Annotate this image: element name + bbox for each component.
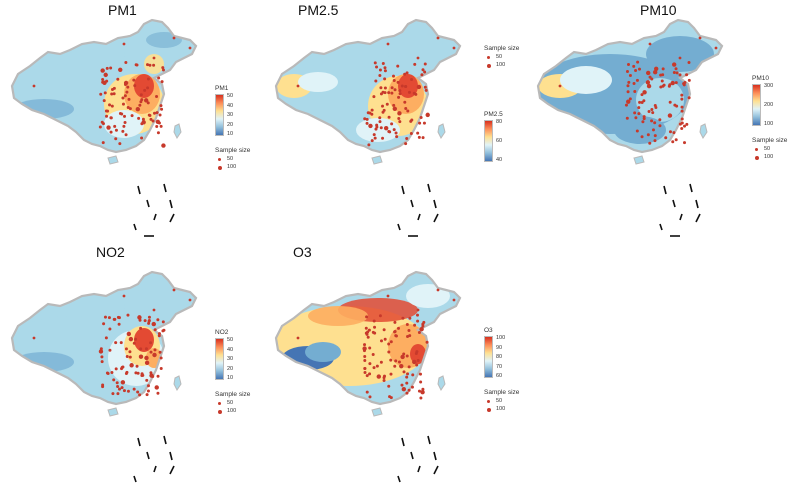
sample-size-dot [755,156,759,160]
legend-tick: 50 [227,93,234,99]
panel-pm25: PM2.5 [265,0,525,240]
sample-size-dot [487,56,490,59]
legend-tick: 20 [227,365,234,372]
panel-pm10: PM10 [528,0,790,240]
legend-tick: 80 [496,119,503,125]
sample-size-title: Sample size [215,147,251,154]
legend-tick: 10 [227,375,234,381]
legend-tick: 100 [496,335,506,341]
legend-tick: 90 [496,344,503,351]
sample-size-label: 50 [496,54,503,60]
sample-size-label: 100 [764,154,774,160]
color-bar [752,84,761,126]
sample-size-dot [218,158,221,161]
sample-size-dot [487,400,490,403]
panel-no2: NO2 [0,242,260,483]
sample-size-dot [487,64,491,68]
sample-size-label: 50 [227,156,234,162]
legend-tick: 30 [227,356,234,362]
sample-size-dot [218,166,222,170]
legend-title: PM1 [215,85,229,92]
legend-tick: 60 [496,373,503,379]
sample-size-title: Sample size [215,391,251,398]
legend-tick: 300 [764,83,774,89]
legend-tick: 50 [227,337,234,343]
panel-title: NO2 [96,244,125,260]
legend-title: NO2 [215,329,229,336]
legend-tick: 200 [764,102,774,108]
sample-size-label: 100 [227,164,237,170]
sample-size-label: 100 [496,406,506,412]
sample-size-title: Sample size [752,137,788,144]
legend-tick: 100 [764,121,774,127]
legend-tick: 40 [227,102,234,109]
legend-tick: 70 [496,363,503,370]
panel-title: PM2.5 [298,2,339,18]
sample-size-label: 50 [496,398,503,404]
sample-size-label: 100 [496,62,506,68]
sample-size-dot [218,410,222,414]
legend-tick: 20 [227,121,234,128]
panel-title: PM10 [640,2,677,18]
sample-size-title: Sample size [484,45,520,52]
panel-title: O3 [293,244,312,260]
color-bar [484,336,493,378]
panel-pm1: PM1 [0,0,260,240]
legend-tick: 10 [227,131,234,137]
sample-size-label: 100 [227,408,237,414]
sample-size-dot [218,402,221,405]
legend-tick: 80 [496,354,503,360]
sample-size-title: Sample size [484,389,520,396]
panel-title: PM1 [108,2,137,18]
legend-title: PM2.5 [484,111,503,118]
legend-title: PM10 [752,75,769,82]
legend-tick: 40 [227,346,234,353]
color-bar [215,338,224,380]
legend-tick: 30 [227,112,234,118]
sample-size-dot [487,408,491,412]
color-bar [484,120,493,162]
sample-size-dot [755,148,758,151]
panel-o3: O3 [265,242,525,483]
legend-title: O3 [484,327,493,334]
sample-size-label: 50 [227,400,234,406]
color-bar [215,94,224,136]
legend-tick: 40 [496,157,503,163]
sample-size-label: 50 [764,146,771,152]
legend-tick: 60 [496,138,503,144]
